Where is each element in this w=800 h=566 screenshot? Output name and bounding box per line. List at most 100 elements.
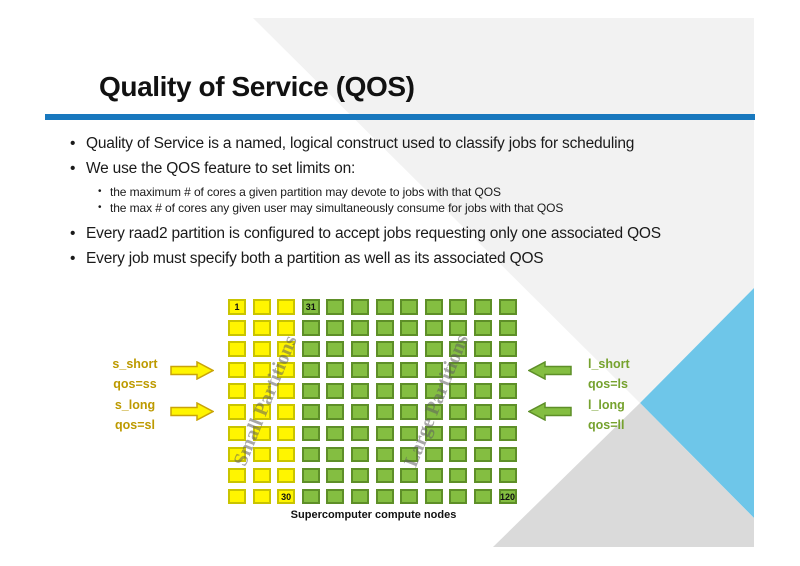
- compute-node-cell: [228, 320, 246, 336]
- compute-node-cell: [350, 299, 369, 315]
- compute-node-cell: [301, 446, 320, 463]
- compute-node-cell: [400, 425, 419, 442]
- compute-node-cell: [375, 404, 394, 420]
- compute-node-cell: [498, 299, 517, 315]
- compute-node-cell: [375, 320, 394, 336]
- compute-node-cell: [228, 467, 246, 484]
- compute-node-cell: [473, 467, 492, 484]
- partition-name: l_short: [588, 357, 630, 371]
- partition-name: s_long: [114, 398, 156, 412]
- compute-node-cell: [424, 467, 443, 484]
- compute-node-cell: [449, 488, 468, 505]
- bullet-dot-icon: •: [98, 186, 102, 197]
- compute-node-cell: [400, 404, 419, 420]
- compute-node-cell: [252, 488, 271, 505]
- compute-node-cell: [252, 341, 271, 357]
- compute-node-cell: [375, 467, 394, 484]
- compute-node-cell: [473, 488, 492, 505]
- qos-value: qos=ss: [113, 377, 157, 391]
- compute-node-cell: [375, 341, 394, 357]
- partition-name: l_long: [588, 398, 625, 412]
- compute-node-cell: [498, 467, 517, 484]
- compute-node-cell: [498, 425, 517, 442]
- l-long-left-arrow-icon: [528, 402, 572, 421]
- qos-value: qos=ls: [588, 377, 628, 391]
- compute-node-cell: [252, 362, 271, 378]
- compute-node-cell: [350, 362, 369, 378]
- compute-node-cell: [326, 446, 345, 463]
- compute-node-cell: [252, 299, 271, 315]
- compute-node-cell: [498, 446, 517, 463]
- compute-node-cell: [400, 467, 419, 484]
- l-short-label: l_short qos=ls: [588, 354, 630, 394]
- compute-node-cell: [350, 446, 369, 463]
- compute-node-cell: [424, 383, 443, 399]
- bullet-dot-icon: •: [98, 202, 102, 213]
- sub-bullet-text: the maximum # of cores a given partition…: [110, 185, 501, 199]
- compute-node-cell: [252, 446, 271, 463]
- compute-node-cell: [424, 299, 443, 315]
- compute-node-cell: [301, 488, 320, 505]
- compute-node-cell: [252, 425, 271, 442]
- compute-node-cell: [400, 383, 419, 399]
- compute-node-cell: [449, 362, 468, 378]
- compute-node-cell: [375, 383, 394, 399]
- compute-node-cell: [326, 467, 345, 484]
- compute-node-cell: [228, 404, 246, 420]
- compute-node-cell: [228, 488, 246, 505]
- compute-node-cell: [252, 383, 271, 399]
- compute-node-cell: 120: [498, 488, 517, 505]
- compute-node-cell: [350, 425, 369, 442]
- compute-node-cell: [350, 488, 369, 505]
- compute-node-cell: [277, 341, 296, 357]
- compute-node-cell: [473, 404, 492, 420]
- compute-node-cell: [400, 488, 419, 505]
- l-short-left-arrow-icon: [528, 361, 572, 380]
- compute-node-cell: [350, 341, 369, 357]
- compute-node-cell: [424, 320, 443, 336]
- s-long-right-arrow-icon: [170, 402, 214, 421]
- compute-node-cell: [449, 404, 468, 420]
- compute-node-cell: [473, 362, 492, 378]
- compute-node-cell: [277, 425, 296, 442]
- compute-node-cell: [277, 362, 296, 378]
- compute-node-cell: [301, 320, 320, 336]
- compute-node-cell: [301, 383, 320, 399]
- grid-caption: Supercomputer compute nodes: [290, 509, 457, 521]
- compute-node-cell: [277, 467, 296, 484]
- compute-node-cell: [473, 383, 492, 399]
- compute-node-cell: [473, 446, 492, 463]
- compute-node-cell: [350, 467, 369, 484]
- medium-gray-triangle: [493, 403, 754, 547]
- compute-node-cell: [301, 341, 320, 357]
- bullet-text: Every job must specify both a partition …: [86, 250, 544, 267]
- compute-node-cell: [228, 362, 246, 378]
- compute-node-cell: [277, 446, 296, 463]
- compute-node-cell: [277, 299, 296, 315]
- compute-node-cell: [228, 383, 246, 399]
- s-short-label: s_short qos=ss: [100, 354, 170, 394]
- bullet-dot-icon: •: [70, 225, 76, 242]
- compute-node-cell: [277, 320, 296, 336]
- qos-value: qos=sl: [115, 418, 155, 432]
- compute-node-cell: [498, 362, 517, 378]
- bullet-list: • Quality of Service is a named, logical…: [70, 131, 760, 271]
- sub-bullet-item: • the max # of cores any given user may …: [98, 200, 760, 216]
- qos-value: qos=ll: [588, 418, 625, 432]
- compute-node-cell: [449, 383, 468, 399]
- l-long-label: l_long qos=ll: [588, 395, 625, 435]
- sub-bullet-item: • the maximum # of cores a given partiti…: [98, 184, 760, 200]
- bullet-text: Every raad2 partition is configured to a…: [86, 225, 661, 242]
- compute-node-cell: [375, 362, 394, 378]
- compute-node-cell: [375, 446, 394, 463]
- compute-node-cell: [326, 341, 345, 357]
- compute-node-cell: [326, 383, 345, 399]
- compute-node-cell: [498, 341, 517, 357]
- compute-node-cell: [473, 425, 492, 442]
- sub-bullet-text: the max # of cores any given user may si…: [110, 201, 564, 215]
- compute-node-cell: [424, 425, 443, 442]
- compute-node-cell: [301, 467, 320, 484]
- sky-blue-triangle: [640, 288, 754, 518]
- compute-node-cell: [301, 404, 320, 420]
- compute-node-cell: [375, 488, 394, 505]
